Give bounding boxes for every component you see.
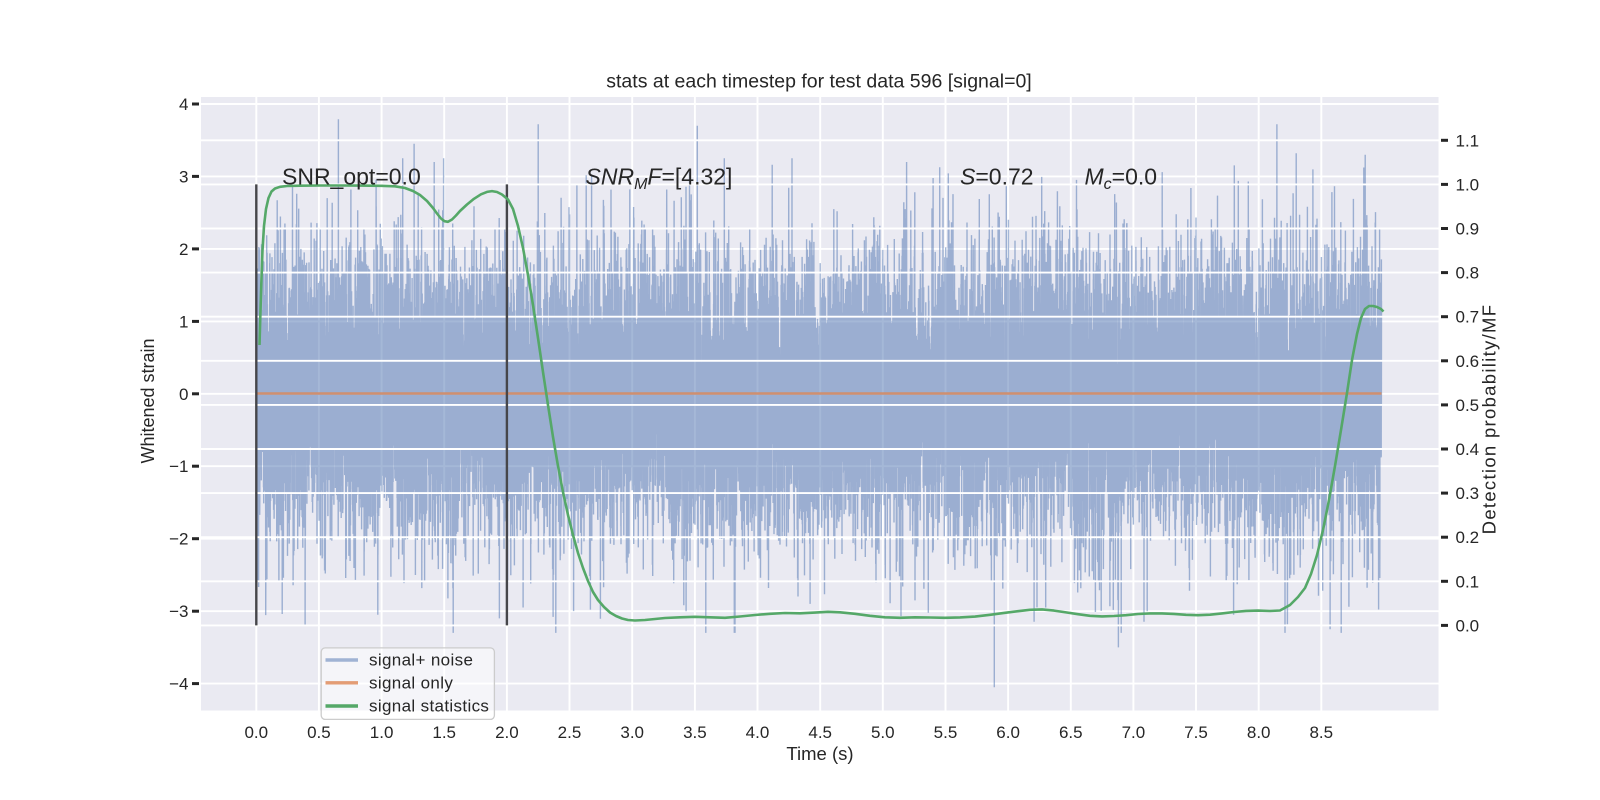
svg-text:0.0: 0.0 bbox=[244, 723, 268, 742]
svg-text:2: 2 bbox=[179, 240, 188, 259]
svg-text:3: 3 bbox=[179, 167, 188, 186]
svg-text:5.0: 5.0 bbox=[871, 723, 895, 742]
svg-text:3.5: 3.5 bbox=[683, 723, 707, 742]
svg-text:signal+ noise: signal+ noise bbox=[369, 651, 473, 670]
svg-text:0.4: 0.4 bbox=[1456, 440, 1480, 459]
svg-text:4.0: 4.0 bbox=[746, 723, 770, 742]
svg-text:1.5: 1.5 bbox=[432, 723, 456, 742]
svg-text:4.5: 4.5 bbox=[808, 723, 832, 742]
svg-text:stats at each timestep for tes: stats at each timestep for test data 596… bbox=[606, 71, 1031, 93]
svg-text:0.1: 0.1 bbox=[1456, 572, 1480, 591]
svg-text:0.3: 0.3 bbox=[1456, 484, 1480, 503]
svg-text:5.5: 5.5 bbox=[934, 723, 958, 742]
svg-text:signal statistics: signal statistics bbox=[369, 697, 489, 716]
svg-text:1: 1 bbox=[179, 312, 188, 331]
svg-text:7.0: 7.0 bbox=[1122, 723, 1146, 742]
svg-text:−1: −1 bbox=[169, 457, 188, 476]
svg-text:2.5: 2.5 bbox=[558, 723, 582, 742]
svg-text:Whitened strain: Whitened strain bbox=[138, 338, 158, 463]
svg-text:0.6: 0.6 bbox=[1456, 352, 1480, 371]
svg-text:Time (s): Time (s) bbox=[786, 743, 853, 764]
svg-text:signal only: signal only bbox=[369, 674, 453, 693]
svg-text:SNRMF=[4.32]: SNRMF=[4.32] bbox=[586, 164, 733, 194]
svg-text:Detection probability/MF: Detection probability/MF bbox=[1479, 304, 1500, 535]
svg-text:6.0: 6.0 bbox=[996, 723, 1020, 742]
svg-text:0.7: 0.7 bbox=[1456, 308, 1480, 327]
svg-text:−2: −2 bbox=[169, 530, 188, 549]
svg-text:S=0.72: S=0.72 bbox=[960, 164, 1034, 190]
svg-text:8.5: 8.5 bbox=[1309, 723, 1333, 742]
svg-text:0.9: 0.9 bbox=[1456, 220, 1480, 239]
svg-text:1.0: 1.0 bbox=[1456, 175, 1480, 194]
svg-text:8.0: 8.0 bbox=[1247, 723, 1271, 742]
svg-text:1.1: 1.1 bbox=[1456, 131, 1480, 150]
svg-text:0.5: 0.5 bbox=[307, 723, 331, 742]
svg-text:7.5: 7.5 bbox=[1184, 723, 1208, 742]
svg-text:0.0: 0.0 bbox=[1456, 616, 1480, 635]
svg-text:4: 4 bbox=[179, 95, 188, 114]
svg-text:6.5: 6.5 bbox=[1059, 723, 1083, 742]
svg-text:Mc=0.0: Mc=0.0 bbox=[1085, 164, 1158, 194]
svg-text:−3: −3 bbox=[169, 602, 188, 621]
svg-text:1.0: 1.0 bbox=[370, 723, 394, 742]
svg-text:SNR_opt=0.0: SNR_opt=0.0 bbox=[282, 164, 421, 190]
svg-text:0: 0 bbox=[179, 385, 188, 404]
svg-text:−4: −4 bbox=[169, 675, 188, 694]
svg-text:2.0: 2.0 bbox=[495, 723, 519, 742]
svg-text:0.8: 0.8 bbox=[1456, 264, 1480, 283]
svg-text:0.2: 0.2 bbox=[1456, 528, 1480, 547]
svg-text:3.0: 3.0 bbox=[620, 723, 644, 742]
svg-text:0.5: 0.5 bbox=[1456, 396, 1480, 415]
